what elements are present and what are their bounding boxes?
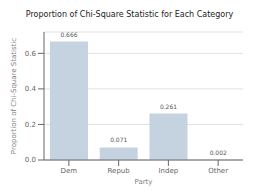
svg-text:0.6: 0.6 [25, 50, 37, 58]
svg-text:0.071: 0.071 [110, 136, 127, 143]
svg-text:0.261: 0.261 [160, 103, 177, 110]
svg-text:Proportion of Chi-Square Stati: Proportion of Chi-Square Statistic [10, 38, 18, 154]
svg-text:Other: Other [208, 167, 228, 175]
html-text:Proportion of Chi-Square Stati: Proportion of Chi-Square Statistic for E… [25, 10, 234, 19]
svg-text:0.666: 0.666 [60, 31, 77, 38]
svg-text:0.0: 0.0 [25, 156, 36, 164]
svg-text:Dem: Dem [61, 167, 78, 175]
svg-text:Indep: Indep [159, 167, 179, 175]
svg-text:0.4: 0.4 [25, 85, 37, 93]
svg-text:Party: Party [135, 178, 153, 186]
svg-text:0.2: 0.2 [25, 121, 36, 129]
svg-text:Repub: Repub [108, 167, 131, 175]
svg-text:0.002: 0.002 [210, 149, 227, 156]
